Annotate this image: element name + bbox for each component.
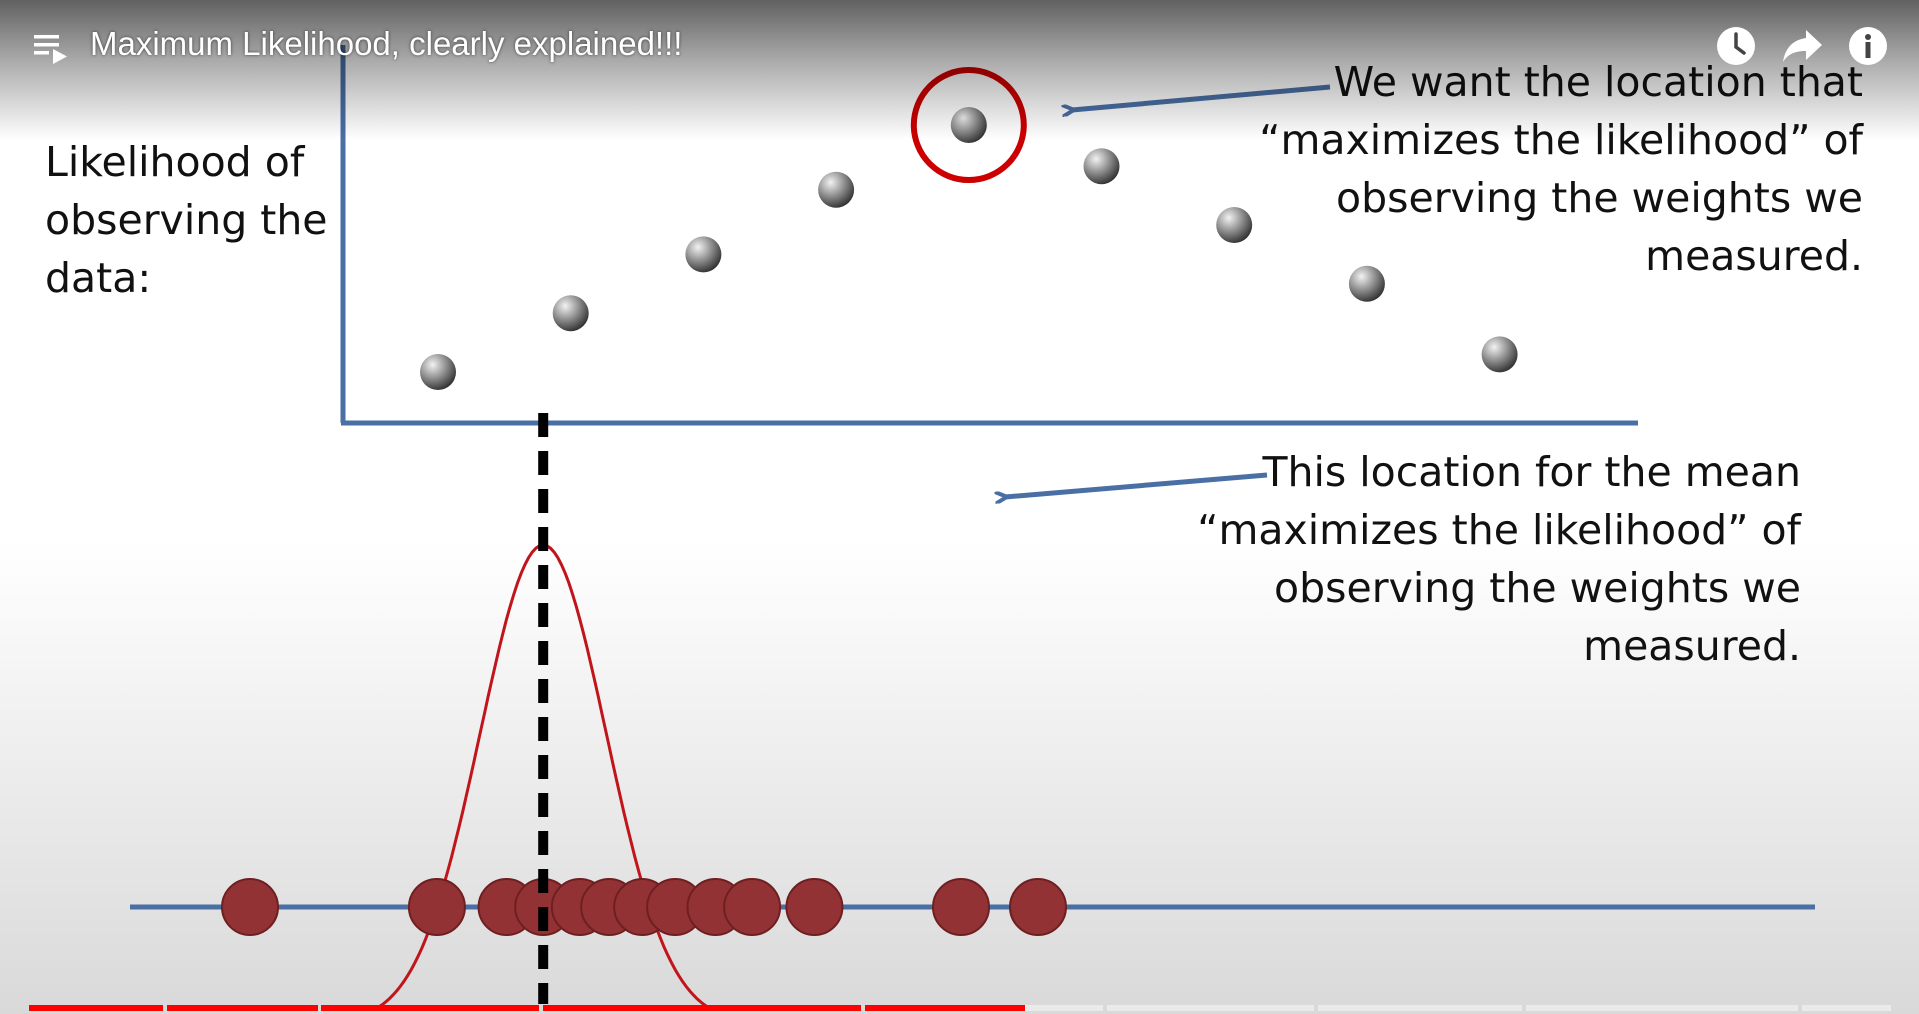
annotation-mid: This location for the mean “maximizes th… xyxy=(1197,448,1801,670)
playlist-icon[interactable] xyxy=(34,32,68,64)
observation-point xyxy=(1008,878,1067,936)
likelihood-point xyxy=(1481,336,1518,373)
likelihood-point xyxy=(1083,148,1120,185)
progress-played-fill xyxy=(166,1005,318,1011)
progress-segment[interactable] xyxy=(1107,1005,1314,1011)
share-arrow-icon xyxy=(1783,30,1822,62)
observation-point xyxy=(221,878,279,936)
progress-segment[interactable] xyxy=(321,1005,540,1011)
progress-segment[interactable] xyxy=(1801,1005,1891,1011)
likelihood-point xyxy=(1216,207,1253,243)
progress-bar[interactable] xyxy=(29,1005,1891,1011)
progress-segment[interactable] xyxy=(1317,1005,1523,1011)
video-title[interactable]: Maximum Likelihood, clearly explained!!! xyxy=(90,25,683,62)
likelihood-point xyxy=(1348,265,1385,302)
observation-point xyxy=(785,878,844,936)
likelihood-point xyxy=(420,354,456,390)
progress-segment[interactable] xyxy=(1526,1005,1798,1011)
clock-icon xyxy=(1717,27,1755,65)
observation-point xyxy=(723,878,782,936)
watch-later-button[interactable] xyxy=(1714,24,1758,68)
likelihood-point xyxy=(552,295,589,332)
likelihood-point xyxy=(685,236,722,273)
observation-point xyxy=(407,878,466,936)
likelihood-label: Likelihood of observing the data: xyxy=(45,138,328,302)
progress-segment[interactable] xyxy=(542,1005,862,1011)
distribution-chart xyxy=(130,413,1815,1011)
arrow-mid xyxy=(1005,472,1268,497)
progress-played-fill xyxy=(29,1005,164,1011)
progress-segment[interactable] xyxy=(29,1005,164,1011)
progress-played-fill xyxy=(865,1005,1026,1011)
observation-point xyxy=(932,878,991,936)
info-icon xyxy=(1849,27,1887,65)
player-top-bar: Maximum Likelihood, clearly explained!!! xyxy=(0,0,1919,140)
share-button[interactable] xyxy=(1780,24,1824,68)
progress-played-fill xyxy=(321,1005,540,1011)
progress-segment[interactable] xyxy=(865,1005,1104,1011)
info-button[interactable] xyxy=(1846,24,1890,68)
likelihood-point xyxy=(818,171,855,208)
progress-played-fill xyxy=(542,1005,862,1011)
progress-segment[interactable] xyxy=(166,1005,318,1011)
